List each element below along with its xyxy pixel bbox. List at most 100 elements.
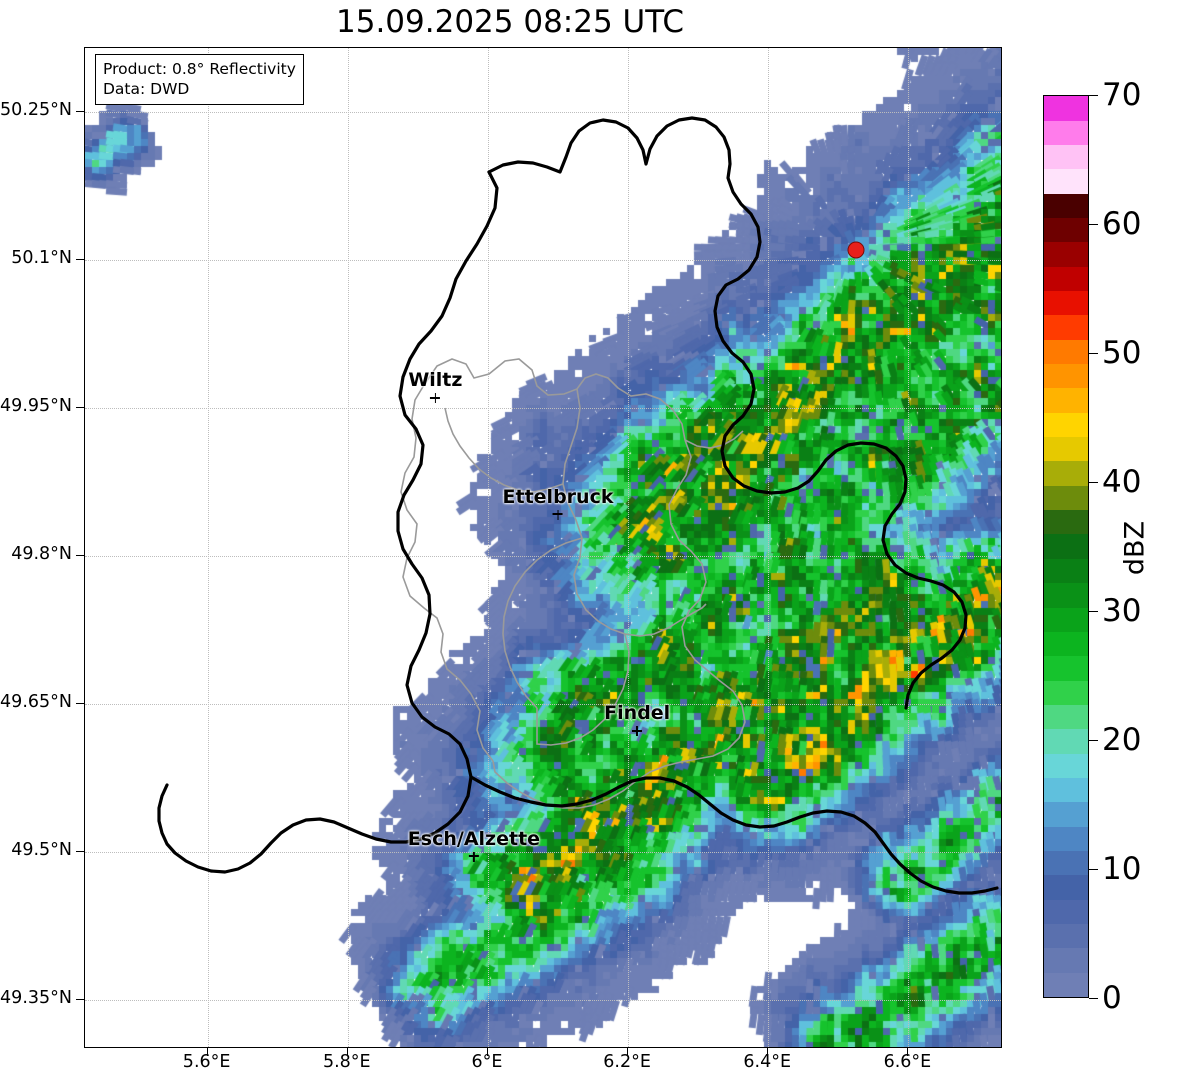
colorbar-segment: [1044, 948, 1088, 973]
colorbar-segment: [1044, 291, 1088, 316]
city-name: Findel: [604, 702, 671, 725]
city-marker-icon: [408, 850, 540, 863]
colorbar-tick: [1089, 740, 1098, 741]
colorbar-segment: [1044, 266, 1088, 292]
gridline-horizontal: [85, 112, 1001, 114]
x-axis-label: 6°E: [471, 1052, 503, 1072]
colorbar-segment: [1044, 583, 1088, 608]
colorbar-segment: [1044, 534, 1088, 559]
x-axis-label: 6.4°E: [743, 1052, 792, 1072]
colorbar: [1043, 95, 1089, 998]
colorbar-segment: [1044, 96, 1088, 121]
y-tick: [76, 702, 84, 704]
x-axis-label: 5.6°E: [182, 1052, 231, 1072]
y-tick: [76, 259, 84, 261]
city-label-findel: Findel: [604, 702, 670, 737]
gridline-vertical: [768, 48, 770, 1047]
colorbar-tick-label: 70: [1102, 77, 1142, 113]
city-name: Ettelbruck: [502, 485, 614, 508]
colorbar-segment: [1044, 777, 1088, 803]
colorbar-tick: [1089, 611, 1098, 612]
city-name: Wiltz: [408, 369, 463, 392]
colorbar-segment: [1044, 120, 1088, 145]
radar-map[interactable]: Wiltz Ettelbruck Findel Esch/Alzette Produc…: [84, 47, 1002, 1048]
gridline-horizontal: [85, 851, 1001, 853]
canton-boundaries: [400, 358, 746, 809]
y-axis-label: 49.8°N: [11, 543, 72, 564]
city-marker-icon: [604, 724, 670, 737]
gridline-horizontal: [85, 703, 1001, 705]
info-product-line: Product: 0.8° Reflectivity: [103, 60, 296, 78]
colorbar-segment: [1044, 899, 1088, 924]
colorbar-tick: [1089, 482, 1098, 483]
colorbar-segment: [1044, 729, 1088, 754]
colorbar-tick-label: 60: [1102, 206, 1142, 242]
map-borders-layer: [157, 116, 999, 895]
y-axis-label: 49.35°N: [0, 987, 72, 1008]
y-tick: [76, 406, 84, 408]
y-tick: [76, 111, 84, 113]
colorbar-segment: [1044, 193, 1088, 218]
colorbar-tick-label: 50: [1102, 335, 1142, 371]
colorbar-segment: [1044, 461, 1088, 486]
colorbar-segment: [1044, 753, 1088, 778]
y-axis-label: 49.5°N: [11, 839, 72, 860]
colorbar-segment: [1044, 558, 1088, 584]
colorbar-segment: [1044, 850, 1088, 876]
colorbar-tick-label: 40: [1102, 464, 1142, 500]
gridline-vertical: [487, 48, 489, 1047]
x-tick: [486, 1048, 488, 1056]
colorbar-tick-label: 0: [1102, 980, 1122, 1016]
city-marker-icon: [408, 391, 462, 404]
gridline-vertical: [908, 48, 910, 1047]
colorbar-segment: [1044, 510, 1088, 535]
radar-site-marker[interactable]: [847, 241, 865, 259]
colorbar-tick-label: 30: [1102, 593, 1142, 629]
page-title: 15.09.2025 08:25 UTC: [336, 4, 684, 40]
city-label-layer: Wiltz Ettelbruck Findel Esch/Alzette: [85, 48, 1001, 1047]
colorbar-segment: [1044, 485, 1088, 511]
colorbar-segment: [1044, 826, 1088, 851]
colorbar-segment: [1044, 144, 1088, 170]
colorbar-segment: [1044, 364, 1088, 389]
colorbar-segment: [1044, 680, 1088, 705]
x-axis-label: 5.8°E: [322, 1052, 371, 1072]
x-tick: [767, 1048, 769, 1056]
colorbar-tick: [1089, 95, 1098, 96]
colorbar-gradient: [1043, 95, 1089, 998]
colorbar-segment: [1044, 242, 1088, 267]
y-tick: [76, 850, 84, 852]
y-axis-label: 50.1°N: [11, 248, 72, 269]
colorbar-tick: [1089, 353, 1098, 354]
colorbar-tick-label: 10: [1102, 851, 1142, 887]
gridline-horizontal: [85, 260, 1001, 262]
colorbar-segment: [1044, 972, 1088, 997]
colorbar-segment: [1044, 631, 1088, 657]
colorbar-segment: [1044, 388, 1088, 413]
y-axis-label: 50.25°N: [0, 100, 72, 121]
colorbar-segment: [1044, 437, 1088, 462]
city-label-ettelbruck: Ettelbruck: [502, 485, 614, 521]
gridline-horizontal: [85, 999, 1001, 1001]
info-data-line: Data: DWD: [103, 80, 190, 99]
radar-echo-layer: [85, 48, 1001, 1047]
colorbar-segment: [1044, 656, 1088, 681]
colorbar-tick: [1089, 998, 1098, 999]
colorbar-segment: [1044, 802, 1088, 827]
info-box: Product: 0.8° Reflectivity Data: DWD: [95, 54, 304, 106]
x-tick: [346, 1048, 348, 1056]
colorbar-segment: [1044, 169, 1088, 194]
colorbar-tick-label: 20: [1102, 722, 1142, 758]
x-axis-label: 6.6°E: [883, 1052, 932, 1072]
x-tick: [907, 1048, 909, 1056]
y-tick: [76, 554, 84, 556]
gridline-horizontal: [85, 407, 1001, 409]
colorbar-segment: [1044, 218, 1088, 243]
y-tick: [76, 998, 84, 1000]
gridline-vertical: [628, 48, 630, 1047]
colorbar-tick: [1089, 224, 1098, 225]
city-label-wiltz: Wiltz: [408, 369, 462, 404]
x-tick: [627, 1048, 629, 1056]
x-axis-label: 6.2°E: [603, 1052, 651, 1072]
